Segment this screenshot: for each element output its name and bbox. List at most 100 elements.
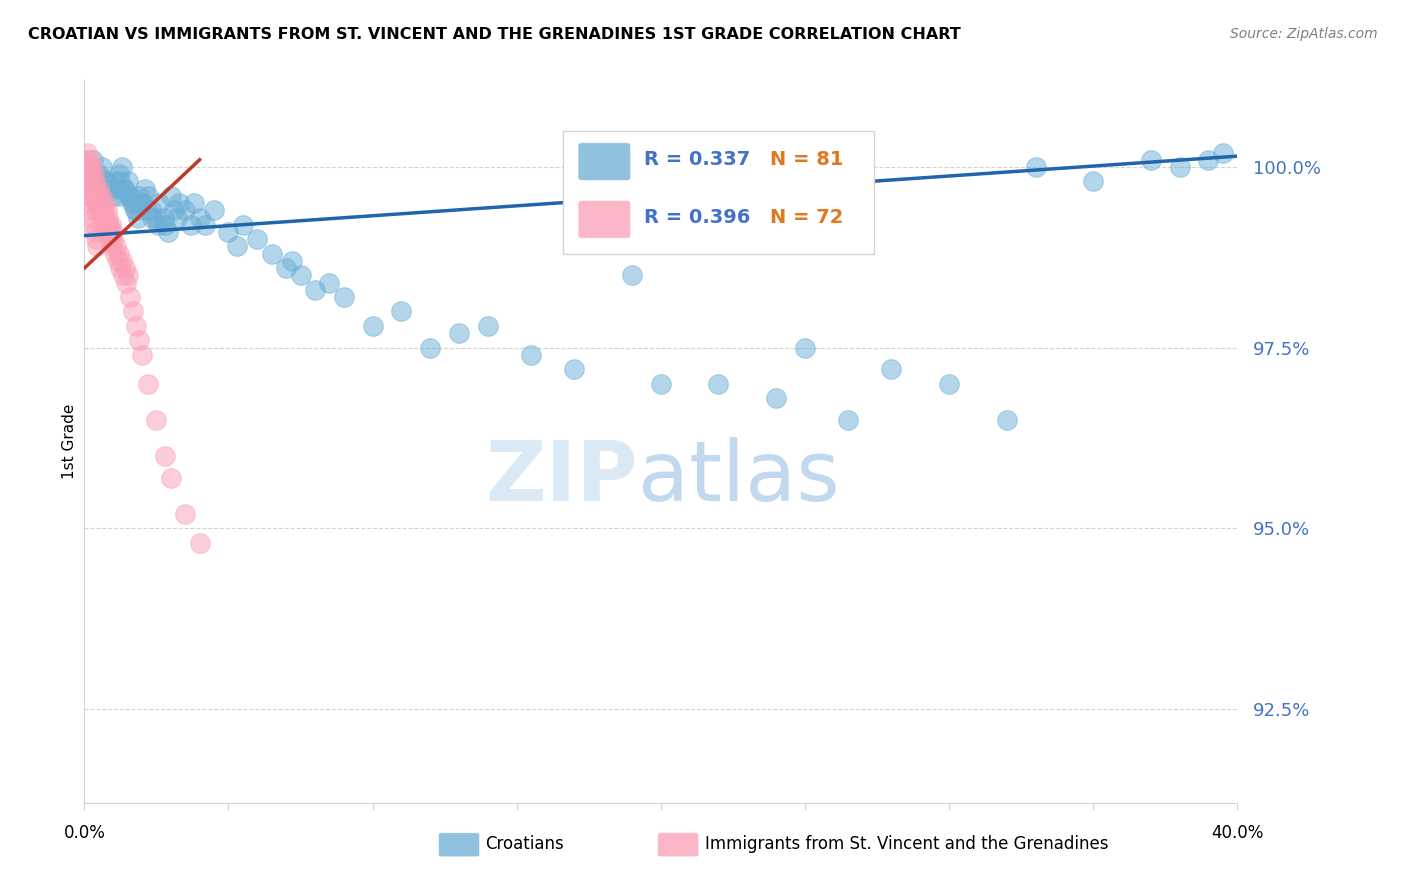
Point [938, 376, 960, 391]
Point [87, 203, 110, 218]
Point [114, 182, 136, 196]
Point [86, 189, 108, 203]
Point [108, 167, 131, 181]
Point [79, 153, 101, 167]
Point [103, 189, 124, 203]
Point [183, 196, 205, 211]
Point [77, 160, 100, 174]
Point [120, 290, 142, 304]
FancyBboxPatch shape [658, 832, 699, 857]
Point [128, 189, 150, 203]
Point [100, 239, 122, 253]
Point [125, 318, 148, 333]
Point [477, 318, 499, 333]
Point [103, 232, 124, 246]
Point [707, 376, 730, 391]
Point [111, 160, 134, 174]
Point [837, 413, 859, 427]
Point [115, 276, 138, 290]
Text: Immigrants from St. Vincent and the Grenadines: Immigrants from St. Vincent and the Gren… [704, 835, 1108, 853]
Point [621, 268, 644, 283]
Point [86, 239, 108, 253]
Point [80, 167, 103, 181]
Point [318, 276, 340, 290]
Point [82, 174, 104, 188]
Point [995, 413, 1018, 427]
Point [120, 189, 142, 203]
Point [76, 167, 98, 181]
Point [94, 218, 117, 232]
Point [169, 196, 191, 211]
Point [160, 189, 183, 203]
Point [160, 471, 183, 485]
Point [80, 160, 103, 174]
Point [118, 189, 141, 203]
Point [134, 182, 156, 196]
Point [136, 376, 159, 391]
Point [148, 196, 170, 211]
FancyBboxPatch shape [562, 131, 875, 253]
Point [105, 174, 128, 188]
Point [83, 189, 105, 203]
Point [112, 182, 135, 196]
Point [520, 348, 543, 362]
Point [107, 189, 129, 203]
Point [361, 318, 384, 333]
Point [98, 232, 121, 246]
Point [163, 203, 186, 218]
Point [232, 218, 254, 232]
Point [83, 225, 105, 239]
Point [122, 304, 145, 318]
Point [110, 174, 132, 188]
Point [125, 203, 148, 218]
Text: atlas: atlas [638, 437, 839, 518]
Point [121, 196, 143, 211]
Point [139, 203, 162, 218]
Point [96, 203, 118, 218]
Point [202, 203, 225, 218]
Point [82, 211, 104, 225]
Point [79, 174, 101, 188]
Point [1140, 153, 1163, 167]
Point [391, 304, 413, 318]
Point [166, 211, 188, 225]
Point [87, 167, 110, 181]
Point [128, 334, 150, 348]
Point [564, 362, 586, 376]
Point [145, 413, 167, 427]
Point [91, 196, 114, 211]
Point [1198, 153, 1220, 167]
Point [141, 211, 163, 225]
Text: CROATIAN VS IMMIGRANTS FROM ST. VINCENT AND THE GRENADINES 1ST GRADE CORRELATION: CROATIAN VS IMMIGRANTS FROM ST. VINCENT … [28, 27, 960, 42]
Point [174, 507, 197, 521]
Point [97, 211, 120, 225]
Point [112, 268, 135, 283]
Point [82, 153, 104, 167]
Point [84, 196, 107, 211]
Point [104, 182, 127, 196]
Point [153, 449, 176, 463]
Point [82, 182, 104, 196]
Point [77, 174, 100, 188]
Point [75, 153, 97, 167]
Point [188, 535, 211, 549]
Point [100, 218, 122, 232]
Text: 0.0%: 0.0% [63, 824, 105, 842]
Point [80, 196, 103, 211]
Point [194, 218, 217, 232]
Point [152, 211, 174, 225]
Point [117, 268, 139, 283]
Point [101, 225, 124, 239]
Point [96, 174, 118, 188]
Point [84, 232, 107, 246]
Point [419, 341, 441, 355]
Point [77, 182, 100, 196]
Point [117, 174, 139, 188]
Point [93, 211, 115, 225]
Point [449, 326, 471, 341]
Point [86, 182, 108, 196]
Point [96, 225, 118, 239]
Point [880, 362, 903, 376]
Point [333, 290, 356, 304]
Text: R = 0.337: R = 0.337 [644, 150, 749, 169]
